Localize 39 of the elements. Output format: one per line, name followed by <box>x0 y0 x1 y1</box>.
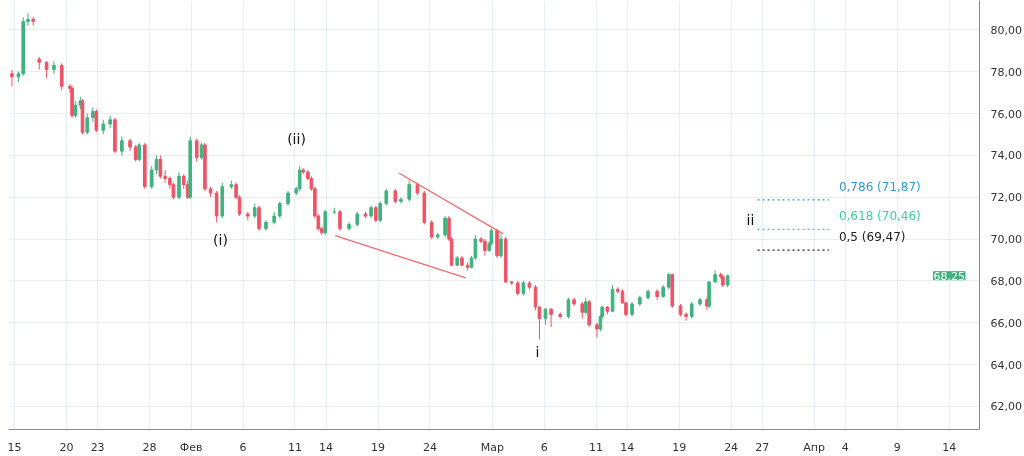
x-tick-label: 19 <box>371 440 386 454</box>
x-tick-label: 19 <box>672 440 687 454</box>
x-tick-label: 14 <box>319 440 334 454</box>
x-tick-label: 9 <box>893 440 901 454</box>
x-tick-label: 24 <box>724 440 739 454</box>
annotation: i <box>535 343 540 360</box>
y-tick-label: 62,00 <box>990 400 1022 414</box>
y-tick-label: 70,00 <box>990 233 1022 247</box>
y-tick-label: 72,00 <box>990 191 1022 205</box>
annotation: 68,25 <box>933 269 965 283</box>
y-tick-label: 66,00 <box>990 316 1022 330</box>
x-tick-label: Фев <box>179 440 203 454</box>
annotation: (i) <box>213 231 228 248</box>
x-tick-label: 6 <box>239 440 247 454</box>
x-tick-label: 11 <box>287 440 302 454</box>
series-label: 0,618 (70,46) <box>838 209 921 224</box>
x-tick-label: Мар <box>480 440 504 454</box>
annotation: (ii) <box>287 130 306 147</box>
x-tick-label: 24 <box>422 440 437 454</box>
x-tick-label: 14 <box>620 440 635 454</box>
series-label: 0,786 (71,87) <box>838 179 921 194</box>
y-tick-label: 76,00 <box>990 107 1022 121</box>
series-label: 0,5 (69,47) <box>838 230 906 245</box>
x-tick-label: 27 <box>755 440 770 454</box>
y-tick-label: 78,00 <box>990 65 1022 79</box>
y-tick-label: 68,00 <box>990 274 1022 288</box>
y-tick-label: 74,00 <box>990 149 1022 163</box>
x-tick-label: 4 <box>841 440 849 454</box>
x-tick-label: 28 <box>142 440 157 454</box>
annotation: ii <box>746 211 755 228</box>
x-tick-label: Апр <box>803 440 826 454</box>
y-tick-label: 64,00 <box>990 358 1022 372</box>
x-tick-label: 23 <box>90 440 105 454</box>
x-tick-label: 11 <box>589 440 604 454</box>
x-tick-label: 15 <box>7 440 22 454</box>
x-tick-label: 20 <box>59 440 74 454</box>
x-tick-label: 6 <box>540 440 548 454</box>
y-tick-label: 80,00 <box>990 23 1022 37</box>
x-tick-label: 14 <box>942 440 957 454</box>
